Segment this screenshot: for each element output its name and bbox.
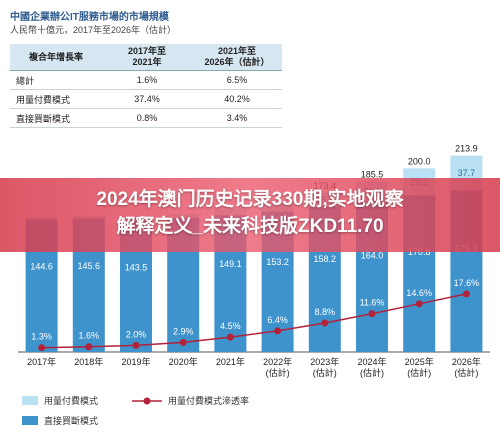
x-tick-label: (估計) [360,367,384,378]
x-tick-label: (估計) [266,367,290,378]
penetration-label: 17.6% [454,278,480,288]
bar-usage-label: 37.7 [458,168,476,178]
cagr-header-label: 複合年增長率 [10,44,102,71]
cagr-header-row: 複合年增長率 2017年至 2021年 2021年至 2026年（估計） [10,44,282,71]
cagr-row-usage: 用量付費模式 37.4% 40.2% [10,89,282,109]
cagr-value: 3.4% [192,108,282,128]
cagr-table: 複合年增長率 2017年至 2021年 2021年至 2026年（估計） 總計 … [10,44,282,128]
penetration-label: 8.8% [315,307,336,317]
legend-swatch-direct [22,416,38,425]
penetration-line [41,293,467,349]
penetration-label: 1.6% [79,331,100,341]
bar-total-label: 200.0 [408,156,431,166]
bar-direct-label: 158.2 [314,254,337,264]
cagr-value: 0.8% [102,108,192,128]
x-tick-label: 2025年 [405,356,434,367]
penetration-label: 14.6% [406,288,432,298]
cagr-row-label: 用量付費模式 [10,89,102,109]
x-tick-label: 2018年 [74,356,103,367]
cagr-value: 37.4% [102,89,192,109]
bar-direct-label: 145.6 [78,261,101,271]
x-tick-label: 2019年 [121,356,150,367]
legend-label-usage: 用量付費模式 [44,396,99,406]
banner-line-2: 解释定义_未来科技版ZKD11.70 [116,216,384,237]
cagr-header-period-2: 2021年至 2026年（估計） [192,44,282,71]
bar-direct-label: 149.1 [219,259,242,269]
x-tick-label: (估計) [313,367,337,378]
cagr-value: 1.6% [102,70,192,90]
penetration-point [274,327,282,335]
penetration-point [462,290,470,298]
cagr-row-direct: 直接買斷模式 0.8% 3.4% [10,108,282,128]
legend-label-penetration: 用量付費模式滲透率 [168,396,250,406]
penetration-point [226,333,234,341]
x-tick-label: 2021年 [216,356,245,367]
overlay-banner [0,178,500,252]
legend-swatch-usage [22,396,38,405]
penetration-label: 1.3% [31,332,52,342]
cagr-row-total: 總計 1.6% 6.5% [10,70,282,90]
bar-direct-label: 164.0 [361,251,384,261]
chart-subtitle: 人民幣十億元，2017年至2026年（估計） [10,25,177,35]
bar-direct-label: 143.5 [125,262,148,272]
chart-title: 中國企業辦公IT服務市場的市場規模 [10,12,169,23]
legend-label-direct: 直接買斷模式 [44,416,99,426]
x-tick-label: (估計) [454,367,478,378]
banner-line-1: 2024年澳门历史记录330期,实地观察 [96,189,404,210]
x-tick-label: 2017年 [27,356,56,367]
penetration-point [368,310,376,318]
penetration-label: 6.4% [267,315,288,325]
bar-direct-label: 144.6 [30,262,53,272]
penetration-point [415,300,423,308]
x-tick-label: 2023年 [310,356,339,367]
legend-line-marker [132,397,162,405]
cagr-row-label: 直接買斷模式 [10,108,102,128]
x-tick-label: (估計) [407,367,431,378]
penetration-point [179,338,187,346]
x-tick-label: 2022年 [263,356,292,367]
penetration-label: 2.0% [126,329,147,339]
cagr-row-label: 總計 [10,70,102,90]
bar-direct-label: 153.2 [266,257,289,267]
x-tick-label: 2024年 [357,356,386,367]
cagr-value: 40.2% [192,89,282,109]
x-tick-label: 2020年 [169,356,198,367]
x-tick-label: 2026年 [452,356,481,367]
cagr-header-period-1: 2017年至 2021年 [102,44,192,71]
cagr-value: 6.5% [192,70,282,90]
penetration-point [321,319,329,327]
bar-total-label: 213.9 [455,144,478,154]
penetration-point [85,343,93,351]
bar-total-label: 185.5 [361,170,384,180]
penetration-label: 11.6% [360,298,385,308]
penetration-point [38,344,46,352]
penetration-label: 2.9% [173,326,194,336]
penetration-label: 4.5% [220,321,241,331]
penetration-point [132,341,140,349]
